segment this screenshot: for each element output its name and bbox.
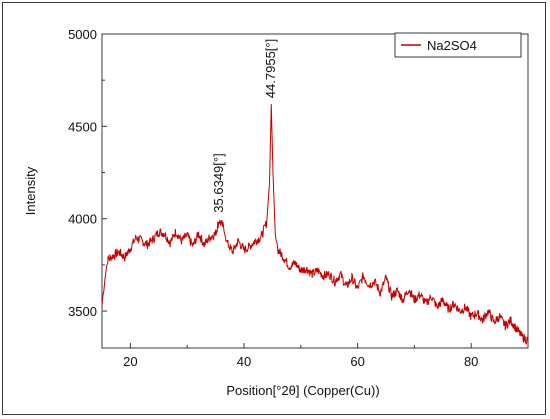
x-axis-label: Position[°2θ] (Copper(Cu)) (226, 383, 379, 398)
x-tick-label: 20 (123, 354, 137, 369)
legend: Na2SO4 (394, 32, 522, 58)
x-tick-label: 60 (350, 354, 364, 369)
y-tick-label: 4500 (68, 119, 97, 134)
plot-area (101, 33, 529, 349)
peak-annotation: 35.6349[°] (211, 153, 226, 212)
xrd-chart: 3500 4000 4500 5000 20 40 60 80 35.6349[°] 44.7… (23, 27, 529, 398)
y-tick-label: 3500 (68, 304, 97, 319)
series-line-na2so4 (101, 104, 529, 346)
y-tick-label: 5000 (68, 27, 97, 42)
legend-label-na2so4: Na2SO4 (427, 38, 477, 53)
x-tick-label: 80 (464, 354, 478, 369)
x-tick-label: 40 (237, 354, 251, 369)
y-tick-label: 4000 (68, 212, 97, 227)
peak-annotation: 44.7955[°] (263, 39, 278, 98)
chart-frame: 3500 4000 4500 5000 20 40 60 80 35.6349[°] 44.7… (2, 2, 546, 415)
y-axis-label: Intensity (23, 166, 38, 215)
